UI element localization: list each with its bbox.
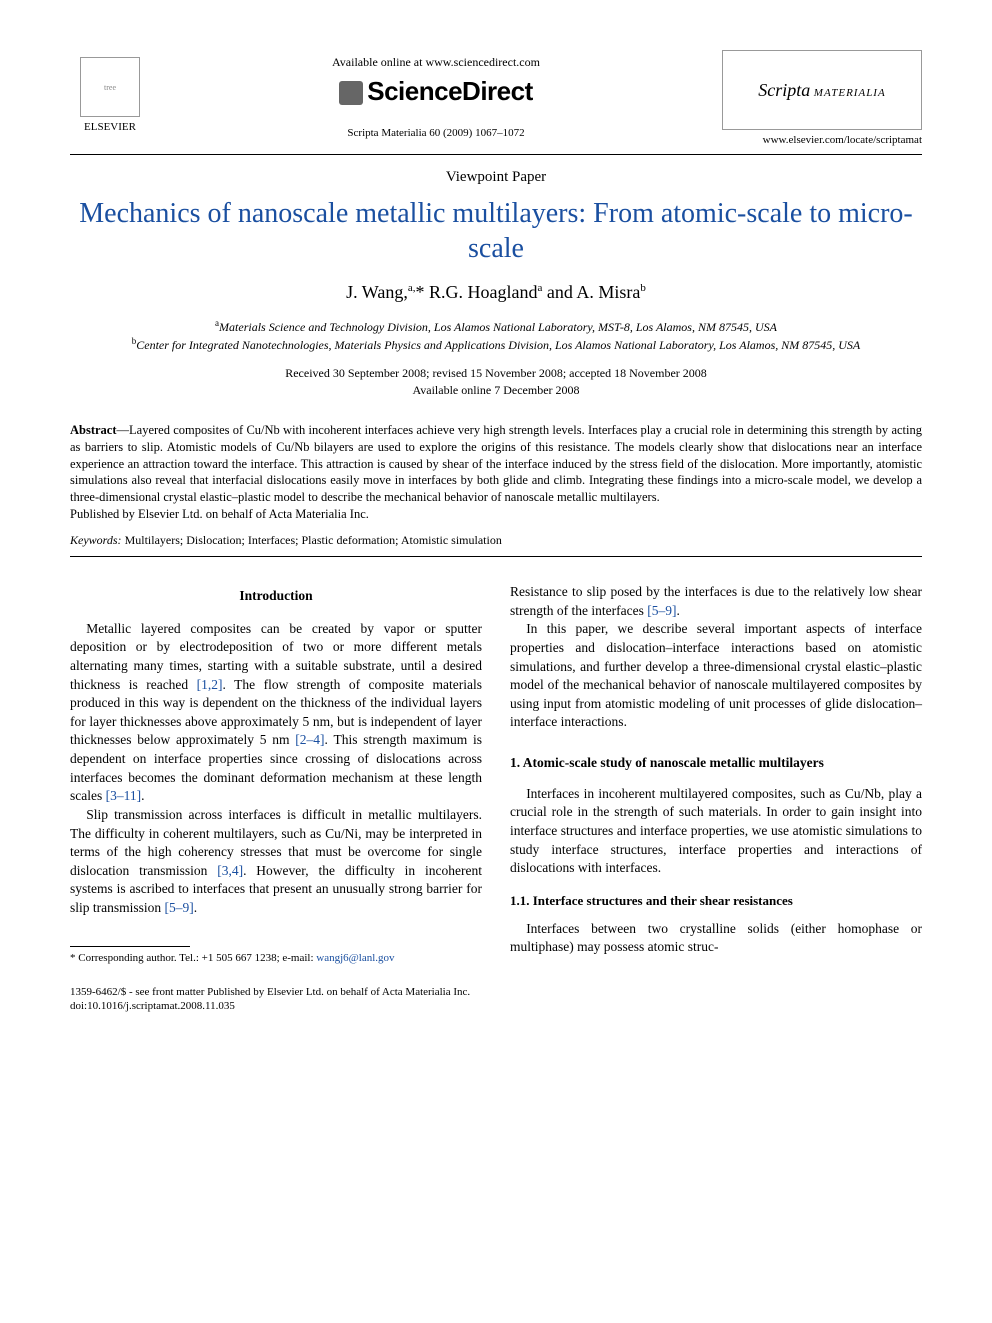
citation-link[interactable]: [3,4]	[217, 863, 243, 878]
section-1-heading: 1. Atomic-scale study of nanoscale metal…	[510, 754, 922, 773]
journal-logo-line1: Scripta	[758, 80, 810, 100]
col2-paragraph-2: In this paper, we describe several impor…	[510, 620, 922, 732]
page-container: tree ELSEVIER Available online at www.sc…	[0, 0, 992, 1054]
dates-line1: Received 30 September 2008; revised 15 N…	[285, 366, 707, 380]
column-left: Introduction Metallic layered composites…	[70, 583, 482, 965]
authors: J. Wang,a,* R.G. Hoaglanda and A. Misrab	[70, 282, 922, 303]
abstract: Abstract—Layered composites of Cu/Nb wit…	[70, 422, 922, 523]
footer-line2: doi:10.1016/j.scriptamat.2008.11.035	[70, 1000, 235, 1012]
footnote-email-link[interactable]: wangj6@lanl.gov	[316, 952, 394, 964]
citation-link[interactable]: [5–9]	[165, 900, 194, 915]
abstract-rule	[70, 556, 922, 557]
paper-type: Viewpoint Paper	[70, 169, 922, 186]
citation-link[interactable]: [5–9]	[647, 603, 676, 618]
page-footer: 1359-6462/$ - see front matter Published…	[70, 985, 922, 1014]
column-right: Resistance to slip posed by the interfac…	[510, 583, 922, 965]
affiliation-b: Center for Integrated Nanotechnologies, …	[136, 338, 860, 352]
elsevier-logo: tree ELSEVIER	[70, 50, 150, 140]
center-header: Available online at www.sciencedirect.co…	[150, 50, 722, 139]
sciencedirect-logo: ScienceDirect	[150, 76, 722, 107]
keywords: Keywords: Multilayers; Dislocation; Inte…	[70, 533, 922, 548]
footer-line1: 1359-6462/$ - see front matter Published…	[70, 986, 470, 998]
intro-heading: Introduction	[70, 587, 482, 606]
journal-logo-block: Scripta MATERIALIA www.elsevier.com/loca…	[722, 50, 922, 146]
section-1-1-heading: 1.1. Interface structures and their shea…	[510, 892, 922, 910]
abstract-publisher: Published by Elsevier Ltd. on behalf of …	[70, 507, 369, 521]
available-online-text: Available online at www.sciencedirect.co…	[150, 55, 722, 70]
paper-title: Mechanics of nanoscale metallic multilay…	[70, 196, 922, 266]
journal-citation: Scripta Materialia 60 (2009) 1067–1072	[150, 127, 722, 139]
affiliations: aMaterials Science and Technology Divisi…	[70, 317, 922, 353]
keywords-text: Multilayers; Dislocation; Interfaces; Pl…	[122, 533, 502, 547]
abstract-text: —Layered composites of Cu/Nb with incohe…	[70, 423, 922, 505]
journal-logo: Scripta MATERIALIA	[722, 50, 922, 130]
intro-paragraph-1: Metallic layered composites can be creat…	[70, 620, 482, 806]
section-1-paragraph-1: Interfaces in incoherent multilayered co…	[510, 785, 922, 878]
journal-logo-line2: MATERIALIA	[814, 87, 886, 99]
header-rule	[70, 154, 922, 155]
citation-link[interactable]: [3–11]	[106, 788, 142, 803]
dates-line2: Available online 7 December 2008	[412, 383, 579, 397]
col2-paragraph-1: Resistance to slip posed by the interfac…	[510, 583, 922, 620]
journal-url: www.elsevier.com/locate/scriptamat	[722, 134, 922, 146]
dates: Received 30 September 2008; revised 15 N…	[70, 365, 922, 397]
citation-link[interactable]: [1,2]	[197, 677, 223, 692]
footnote-text: * Corresponding author. Tel.: +1 505 667…	[70, 952, 316, 964]
section-1-1-paragraph-1: Interfaces between two crystalline solid…	[510, 920, 922, 957]
keywords-label: Keywords:	[70, 533, 122, 547]
intro-paragraph-2: Slip transmission across interfaces is d…	[70, 806, 482, 918]
sciencedirect-text: ScienceDirect	[367, 76, 532, 106]
sciencedirect-icon	[339, 81, 363, 105]
elsevier-label: ELSEVIER	[84, 121, 136, 133]
affiliation-a: Materials Science and Technology Divisio…	[219, 320, 777, 334]
corresponding-author-footnote: * Corresponding author. Tel.: +1 505 667…	[70, 951, 482, 965]
footnote-rule	[70, 946, 190, 947]
header-row: tree ELSEVIER Available online at www.sc…	[70, 50, 922, 146]
citation-link[interactable]: [2–4]	[295, 732, 324, 747]
elsevier-tree-icon: tree	[80, 57, 140, 117]
abstract-label: Abstract	[70, 423, 117, 437]
body-columns: Introduction Metallic layered composites…	[70, 583, 922, 965]
